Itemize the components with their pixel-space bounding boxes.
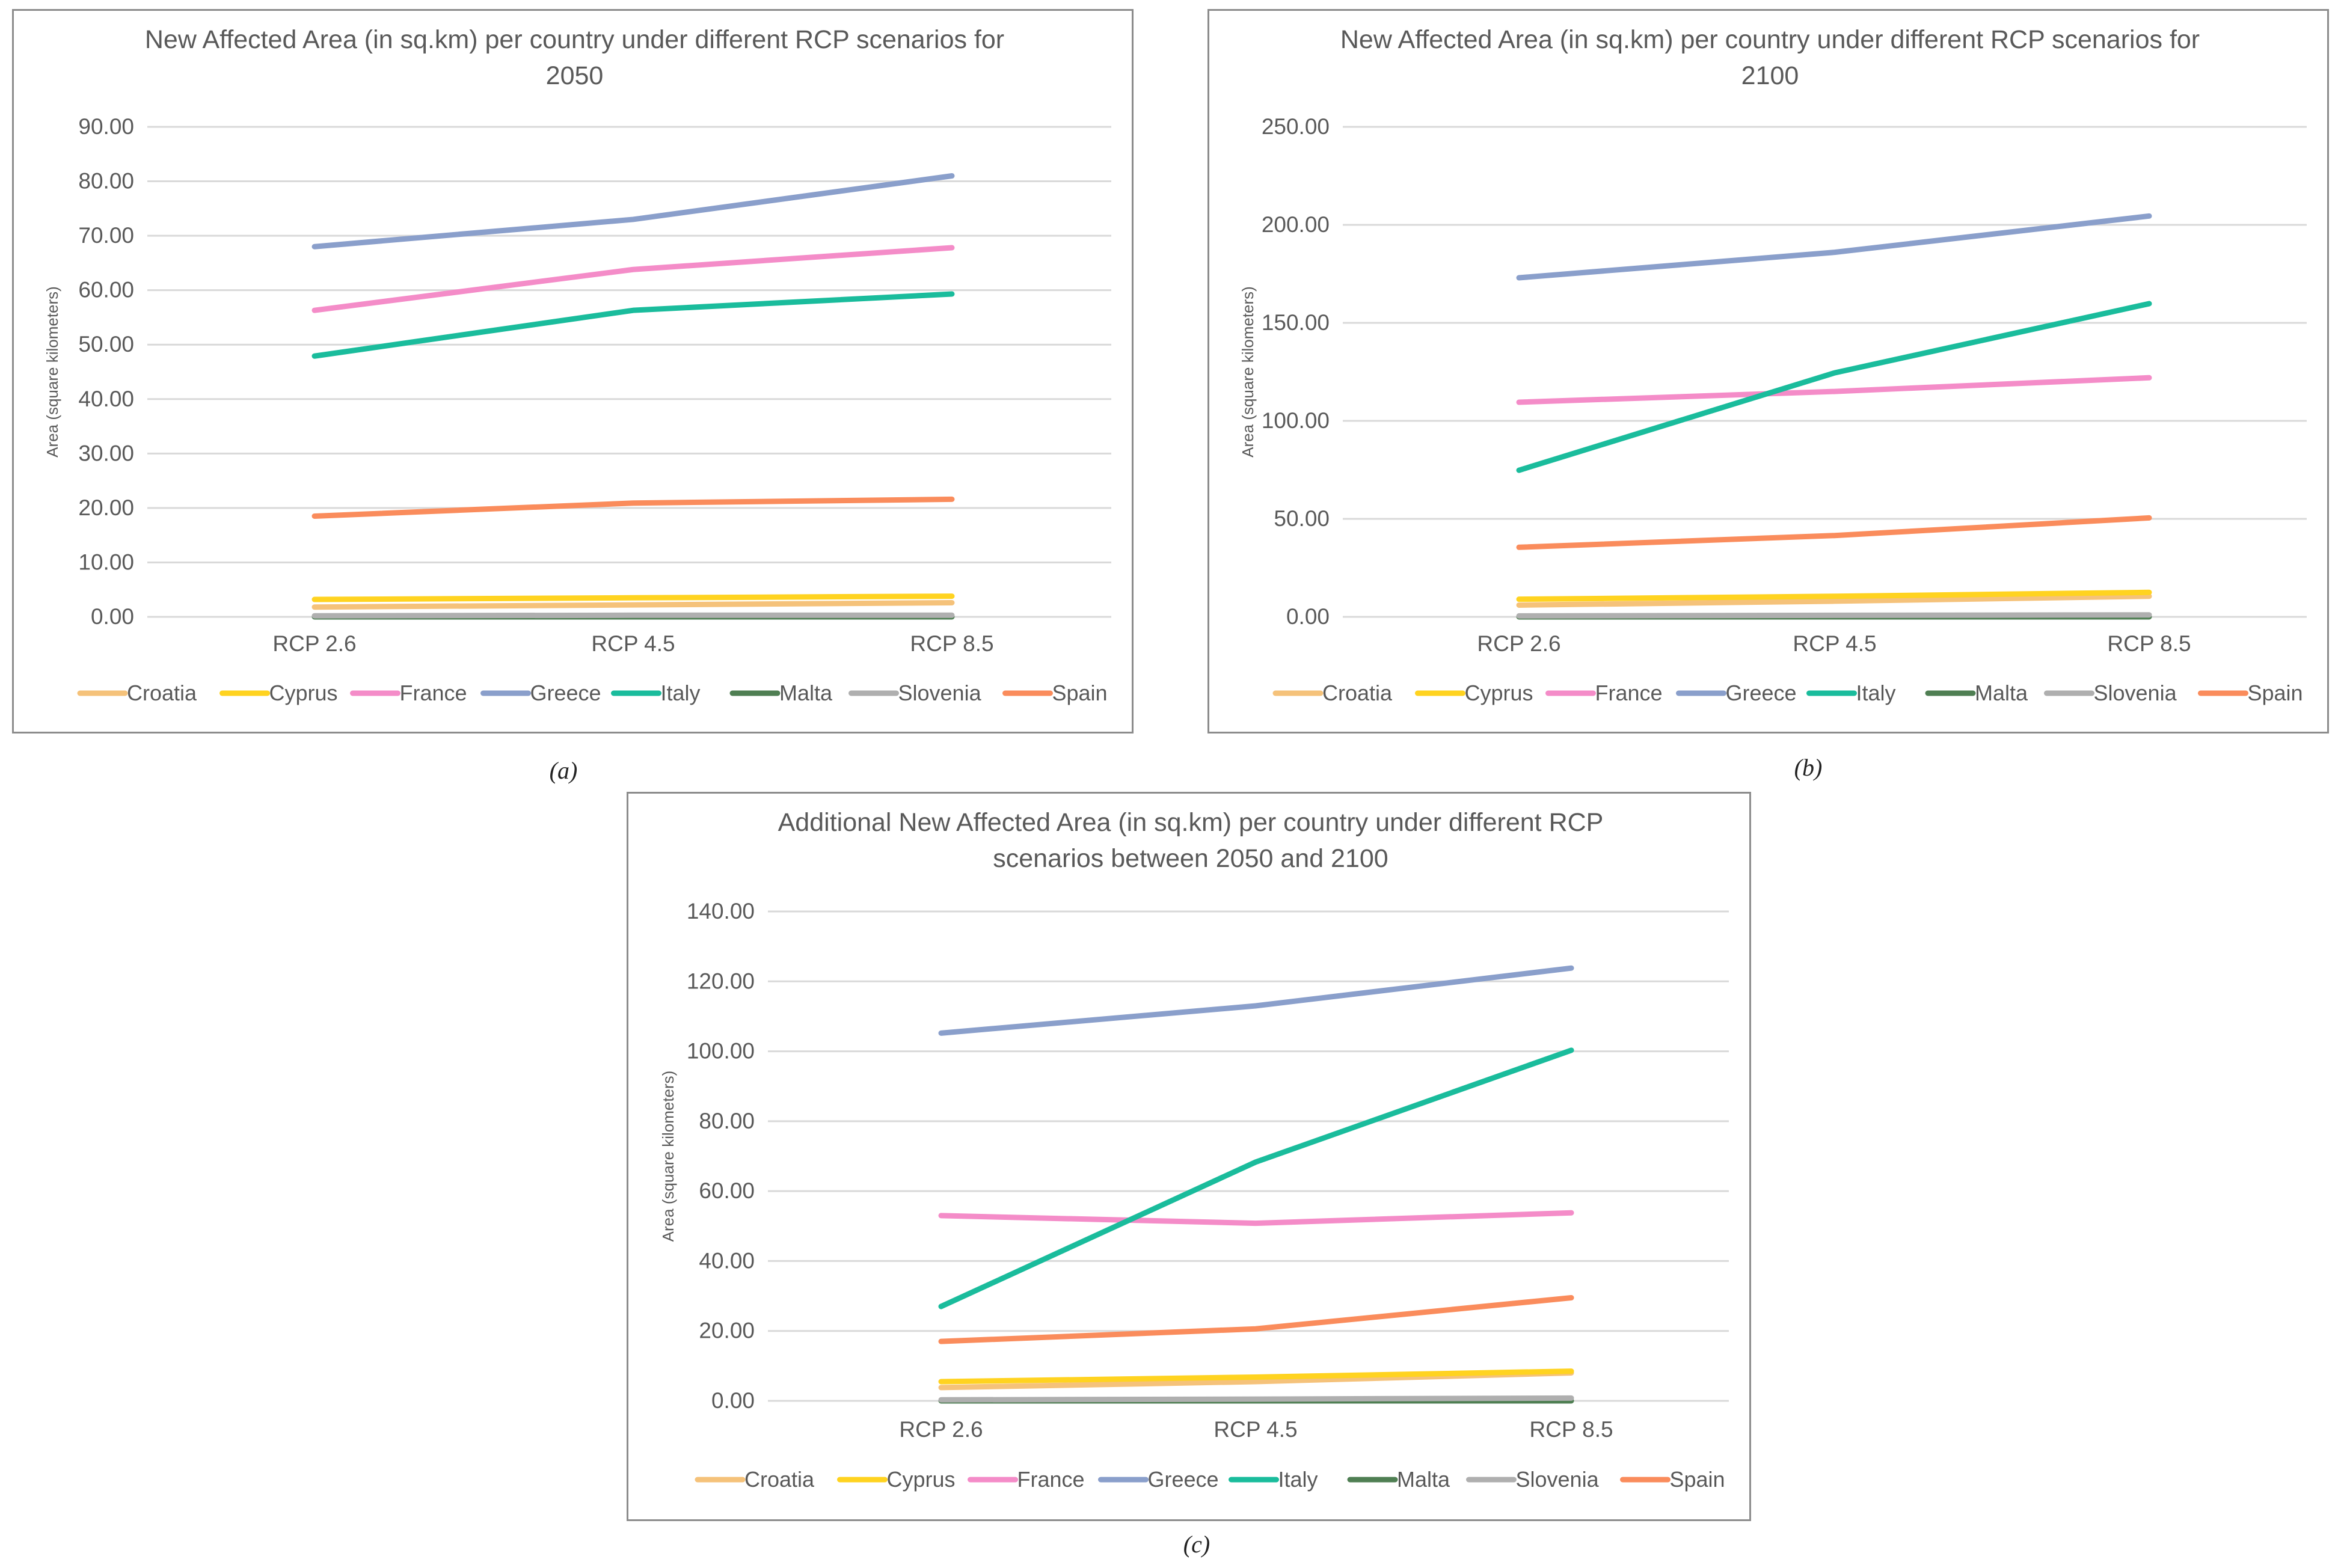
y-tick-label: 40.00 [78, 387, 134, 411]
legend-label-slovenia: Slovenia [2094, 681, 2177, 705]
legend-label-malta: Malta [779, 681, 833, 705]
x-category-label: RCP 4.5 [1793, 631, 1876, 656]
y-tick-label: 20.00 [699, 1318, 755, 1343]
y-tick-label: 10.00 [78, 550, 134, 574]
legend-label-greece: Greece [530, 681, 601, 705]
chart-svg-b: New Affected Area (in sq.km) per country… [1239, 25, 2307, 705]
legend-label-italy: Italy [1278, 1467, 1318, 1492]
chart-panel-c: Additional New Affected Area (in sq.km) … [627, 792, 1751, 1521]
chart-panel-b: New Affected Area (in sq.km) per country… [1207, 9, 2329, 733]
series-line-france [1516, 375, 2152, 405]
series-line-spain [938, 1294, 1574, 1344]
y-tick-label: 40.00 [699, 1248, 755, 1273]
series-line-greece [311, 173, 955, 250]
legend-label-italy: Italy [1856, 681, 1896, 705]
y-tick-label: 30.00 [78, 441, 134, 465]
x-category-label: RCP 8.5 [1529, 1417, 1613, 1442]
series-line-spain [1516, 515, 2152, 550]
series-line-greece [1516, 213, 2152, 281]
legend-label-spain: Spain [1052, 681, 1108, 705]
y-tick-label: 120.00 [687, 969, 755, 993]
chart-title-line: 2100 [1741, 61, 1799, 90]
y-tick-label: 60.00 [699, 1178, 755, 1203]
x-category-label: RCP 2.6 [1477, 631, 1560, 656]
caption-b: (b) [1794, 754, 1823, 781]
y-axis-label: Area (square kilometers) [43, 286, 61, 458]
y-tick-label: 250.00 [1262, 114, 1330, 139]
legend-label-france: France [1595, 681, 1663, 705]
y-tick-label: 140.00 [687, 899, 755, 923]
legend-label-slovenia: Slovenia [1516, 1467, 1600, 1492]
legend-label-france: France [1017, 1467, 1085, 1492]
x-category-label: RCP 4.5 [591, 631, 675, 656]
x-category-label: RCP 4.5 [1213, 1417, 1297, 1442]
y-axis-label: Area (square kilometers) [659, 1071, 677, 1242]
series-line-slovenia [311, 612, 955, 619]
series-line-slovenia [938, 1395, 1574, 1403]
y-tick-label: 70.00 [78, 223, 134, 248]
legend-label-greece: Greece [1148, 1467, 1219, 1492]
y-tick-label: 50.00 [1274, 506, 1330, 531]
legend-label-malta: Malta [1397, 1467, 1450, 1492]
legend-label-greece: Greece [1726, 681, 1797, 705]
y-tick-label: 0.00 [91, 604, 134, 629]
legend-label-croatia: Croatia [1322, 681, 1393, 705]
legend-label-slovenia: Slovenia [898, 681, 982, 705]
y-tick-label: 90.00 [78, 114, 134, 139]
legend-label-cyprus: Cyprus [1465, 681, 1533, 705]
y-tick-label: 0.00 [1286, 604, 1330, 629]
series-line-italy [311, 291, 955, 359]
series-line-cyprus [311, 593, 955, 602]
chart-title-line: New Affected Area (in sq.km) per country… [145, 25, 1004, 54]
legend-label-croatia: Croatia [127, 681, 197, 705]
y-tick-label: 20.00 [78, 495, 134, 520]
x-category-label: RCP 8.5 [2107, 631, 2191, 656]
chart-title-line: scenarios between 2050 and 2100 [993, 844, 1388, 873]
chart-svg-c: Additional New Affected Area (in sq.km) … [659, 808, 1729, 1492]
legend-label-spain: Spain [1670, 1467, 1725, 1492]
legend-label-malta: Malta [1975, 681, 2028, 705]
y-tick-label: 60.00 [78, 278, 134, 302]
series-line-croatia [311, 599, 955, 610]
chart-title-line: New Affected Area (in sq.km) per country… [1340, 25, 2200, 54]
series-line-france [938, 1210, 1574, 1227]
chart-panel-a: New Affected Area (in sq.km) per country… [12, 9, 1134, 733]
y-tick-label: 100.00 [687, 1039, 755, 1064]
series-line-slovenia [1516, 612, 2152, 619]
y-tick-label: 100.00 [1262, 408, 1330, 433]
legend-label-france: France [400, 681, 467, 705]
y-tick-label: 150.00 [1262, 310, 1330, 335]
legend-label-cyprus: Cyprus [887, 1467, 956, 1492]
series-line-italy [1516, 301, 2152, 473]
chart-svg-a: New Affected Area (in sq.km) per country… [43, 25, 1111, 705]
x-category-label: RCP 2.6 [272, 631, 356, 656]
series-line-france [311, 245, 955, 313]
y-tick-label: 50.00 [78, 332, 134, 357]
y-tick-label: 200.00 [1262, 212, 1330, 237]
caption-c: (c) [1183, 1531, 1210, 1558]
legend-label-croatia: Croatia [744, 1467, 815, 1492]
legend-label-italy: Italy [661, 681, 701, 705]
series-line-croatia [1516, 593, 2152, 608]
legend-label-spain: Spain [2248, 681, 2303, 705]
y-tick-label: 80.00 [78, 169, 134, 194]
series-line-cyprus [938, 1368, 1574, 1385]
caption-a: (a) [549, 757, 578, 784]
y-tick-label: 0.00 [711, 1388, 755, 1413]
y-axis-label: Area (square kilometers) [1239, 286, 1257, 458]
series-line-cyprus [1516, 589, 2152, 602]
x-category-label: RCP 8.5 [910, 631, 993, 656]
series-line-spain [311, 496, 955, 519]
y-tick-label: 80.00 [699, 1109, 755, 1133]
series-line-greece [938, 965, 1574, 1036]
x-category-label: RCP 2.6 [899, 1417, 983, 1442]
legend-label-cyprus: Cyprus [269, 681, 338, 705]
chart-title-line: Additional New Affected Area (in sq.km) … [778, 808, 1604, 837]
chart-title-line: 2050 [546, 61, 604, 90]
series-line-italy [938, 1047, 1574, 1309]
